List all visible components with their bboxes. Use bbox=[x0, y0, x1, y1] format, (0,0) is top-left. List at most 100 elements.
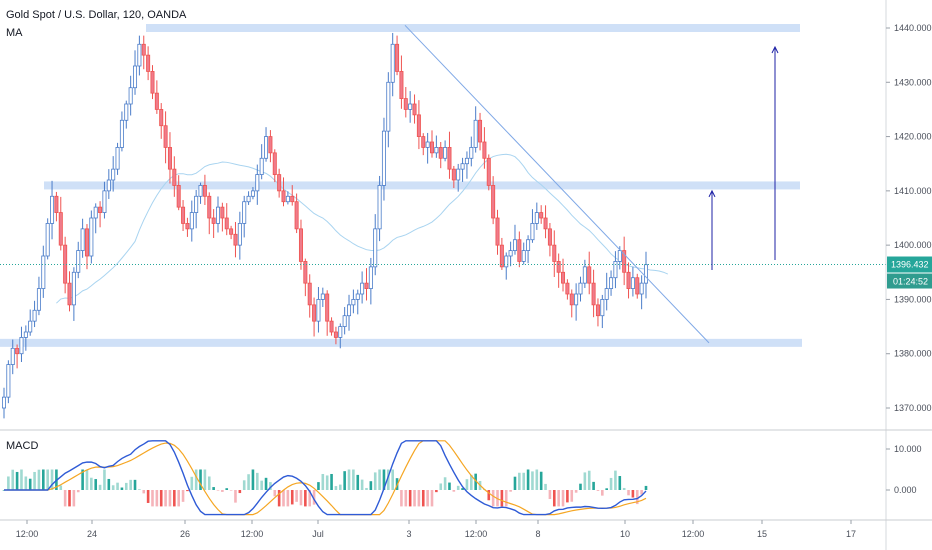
macd-hist-neg bbox=[491, 490, 495, 507]
candle-up bbox=[71, 271, 76, 306]
macd-hist-neg bbox=[557, 490, 560, 507]
candle-up bbox=[600, 299, 605, 317]
macd-hist-neg bbox=[177, 490, 180, 507]
macd-hist-neg bbox=[295, 490, 298, 502]
candle-up bbox=[609, 277, 614, 289]
macd-hist-pos bbox=[592, 481, 595, 490]
macd-hist-pos bbox=[526, 469, 530, 490]
macd-hist-pos bbox=[11, 469, 15, 490]
macd-hist-neg bbox=[282, 490, 285, 507]
candle-down bbox=[547, 228, 552, 246]
macd-hist-pos bbox=[59, 485, 63, 490]
macd-hist-neg bbox=[72, 490, 76, 507]
candle-up bbox=[368, 266, 373, 289]
macd-hist-pos bbox=[347, 469, 351, 490]
macd-hist-neg bbox=[504, 490, 508, 507]
candle-up bbox=[613, 261, 618, 279]
macd-hist-pos bbox=[103, 469, 106, 490]
macd-hist-pos bbox=[522, 472, 526, 490]
macd-hist-neg bbox=[308, 490, 312, 507]
candle-up bbox=[237, 223, 242, 246]
candle-up bbox=[582, 266, 587, 284]
macd-hist-pos bbox=[33, 471, 36, 490]
candle-up bbox=[373, 228, 378, 268]
macd-hist-pos bbox=[443, 477, 447, 490]
macd-hist-pos bbox=[116, 482, 119, 490]
macd-hist-pos bbox=[518, 472, 521, 490]
candle-down bbox=[141, 43, 146, 56]
macd-hist-neg bbox=[312, 490, 316, 505]
macd-hist-pos bbox=[212, 487, 215, 490]
time-tick-label: 10 bbox=[620, 529, 630, 539]
candle-up bbox=[10, 347, 15, 365]
macd-hist-pos bbox=[356, 474, 360, 490]
macd-hist-pos bbox=[439, 483, 443, 490]
candle-down bbox=[290, 195, 295, 203]
ma-indicator-label[interactable]: MA bbox=[6, 27, 23, 39]
candle-up bbox=[264, 136, 269, 159]
candle-down bbox=[403, 98, 408, 110]
time-tick-label: 8 bbox=[535, 529, 540, 539]
candle-down bbox=[277, 174, 282, 192]
price-tick-label: 1430.000 bbox=[894, 77, 932, 87]
macd-hist-neg bbox=[596, 490, 600, 491]
price-tick-label: 1380.000 bbox=[894, 349, 932, 359]
candle-up bbox=[320, 293, 325, 300]
macd-hist-pos bbox=[129, 479, 132, 490]
candle-down bbox=[233, 233, 238, 246]
candle-up bbox=[246, 195, 251, 203]
time-tick-label: 3 bbox=[406, 529, 411, 539]
candle-up bbox=[102, 190, 107, 213]
time-tick-label: 15 bbox=[757, 529, 767, 539]
candle-up bbox=[604, 288, 609, 300]
macd-indicator-label[interactable]: MACD bbox=[6, 440, 39, 452]
macd-hist-neg bbox=[426, 490, 429, 507]
candle-down bbox=[626, 271, 631, 289]
candle-down bbox=[202, 185, 207, 197]
candle-up bbox=[89, 217, 94, 257]
macd-hist-neg bbox=[413, 490, 416, 507]
candle-up bbox=[285, 195, 290, 203]
macd-panel bbox=[2, 440, 648, 516]
candle-down bbox=[412, 103, 417, 116]
macd-hist-pos bbox=[334, 486, 338, 490]
candle-up bbox=[119, 119, 124, 148]
candle-up bbox=[255, 174, 260, 192]
candle-up bbox=[137, 43, 142, 67]
candle-down bbox=[587, 266, 592, 284]
time-tick-label: 12:00 bbox=[682, 529, 705, 539]
candle-up bbox=[639, 282, 644, 295]
macd-hist-neg bbox=[552, 490, 556, 507]
price-tick-label: 1400.000 bbox=[894, 240, 932, 250]
candle-down bbox=[67, 282, 72, 306]
candle-down bbox=[150, 71, 155, 94]
candle-down bbox=[556, 261, 561, 273]
macd-hist-pos bbox=[203, 469, 207, 490]
candle-up bbox=[617, 250, 622, 262]
macd-hist-neg bbox=[186, 490, 189, 492]
candle-up bbox=[215, 206, 220, 224]
candle-up bbox=[434, 147, 439, 154]
time-tick-label: 24 bbox=[87, 529, 97, 539]
macd-hist-neg bbox=[181, 490, 185, 502]
macd-hist-pos bbox=[391, 469, 394, 490]
candle-up bbox=[124, 103, 129, 121]
macd-hist-pos bbox=[369, 481, 373, 490]
macd-hist-neg bbox=[548, 490, 552, 500]
candle-up bbox=[355, 293, 360, 300]
candle-down bbox=[395, 43, 400, 72]
macd-hist-pos bbox=[247, 474, 250, 490]
macd-hist-pos bbox=[387, 469, 390, 490]
candle-down bbox=[635, 277, 640, 295]
macd-hist-pos bbox=[90, 477, 93, 490]
macd-hist-pos bbox=[37, 469, 41, 490]
candle-up bbox=[80, 228, 85, 251]
macd-hist-pos bbox=[382, 469, 386, 490]
macd-hist-neg bbox=[500, 490, 504, 507]
candle-down bbox=[154, 92, 159, 110]
macd-hist-pos bbox=[94, 479, 98, 490]
candle-down bbox=[329, 320, 334, 333]
macd-hist-pos bbox=[50, 469, 54, 490]
support-resistance-zones bbox=[0, 24, 802, 347]
